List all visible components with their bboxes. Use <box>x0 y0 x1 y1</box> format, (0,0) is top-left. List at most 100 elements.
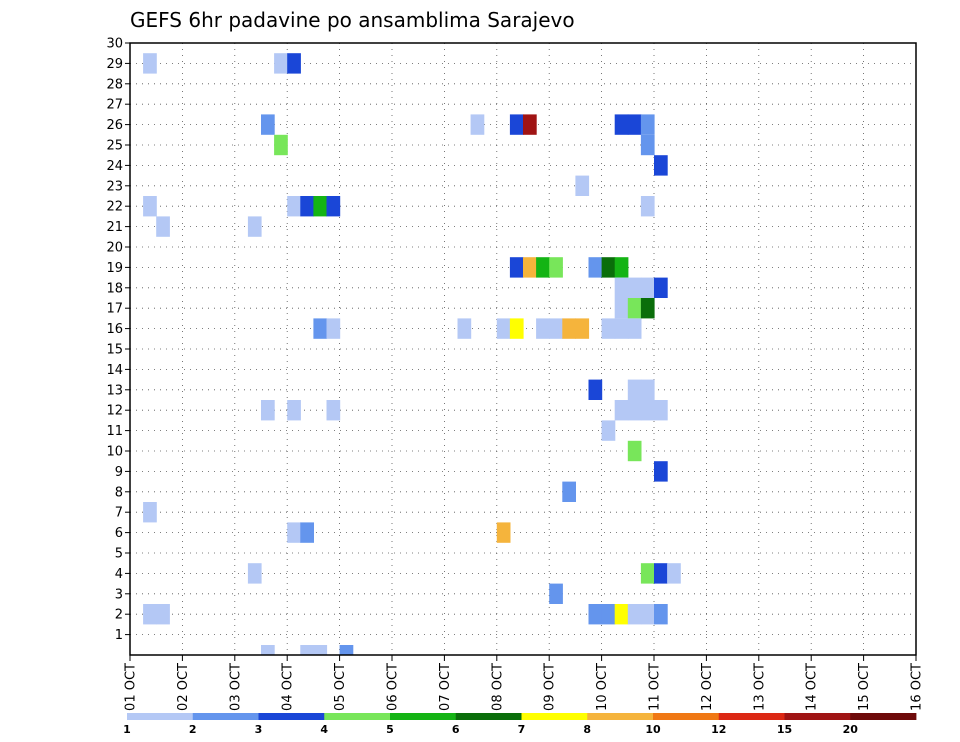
y-tick-label: 14 <box>106 363 123 378</box>
colorbar-swatch <box>653 713 720 720</box>
data-cell <box>536 257 550 278</box>
data-cell <box>654 277 668 298</box>
data-cell <box>601 604 616 625</box>
colorbar-label: 10 <box>645 723 661 736</box>
data-cell <box>247 563 262 584</box>
y-tick-label: 10 <box>106 445 123 460</box>
data-cell <box>640 196 655 217</box>
colorbar-swatch <box>850 713 917 720</box>
x-tick-label: 16 OCT <box>910 663 925 711</box>
colorbar-swatch <box>258 713 325 720</box>
x-tick-label: 11 OCT <box>648 663 663 711</box>
data-cell <box>313 318 328 339</box>
y-tick-label: 4 <box>115 567 123 582</box>
data-cell <box>614 114 629 135</box>
y-tick-label: 9 <box>115 465 123 480</box>
colorbar-label: 12 <box>711 723 726 736</box>
data-cell <box>654 604 668 625</box>
data-cell <box>640 400 655 421</box>
data-cell <box>156 604 170 625</box>
colorbar-swatch <box>587 713 654 720</box>
y-tick-label: 28 <box>106 77 123 92</box>
data-cell <box>261 400 275 421</box>
data-cell <box>313 645 328 655</box>
data-cell <box>562 318 576 339</box>
data-cell <box>588 379 603 400</box>
data-cell <box>588 257 603 278</box>
data-cell <box>261 114 275 135</box>
data-cell <box>654 461 668 482</box>
y-tick-label: 30 <box>106 37 123 52</box>
data-cell <box>287 196 301 217</box>
x-tick-label: 05 OCT <box>333 663 348 711</box>
data-cell <box>588 604 603 625</box>
data-cell <box>614 277 629 298</box>
data-cell <box>143 196 157 217</box>
data-cell <box>640 114 655 135</box>
data-cell <box>300 645 314 655</box>
data-cell <box>509 257 524 278</box>
grid-lines <box>130 43 916 655</box>
colorbar-swatch <box>521 713 588 720</box>
y-tick-label: 17 <box>106 302 123 317</box>
data-cell <box>536 318 550 339</box>
data-cell <box>627 379 642 400</box>
colorbar-swatch <box>127 713 194 720</box>
y-tick-label: 15 <box>106 343 123 358</box>
x-tick-label: 10 OCT <box>595 663 610 711</box>
x-tick-label: 01 OCT <box>124 663 139 711</box>
x-tick-label: 03 OCT <box>228 663 243 711</box>
colorbar-swatch <box>324 713 391 720</box>
y-tick-label: 26 <box>106 118 123 133</box>
data-cell <box>313 196 328 217</box>
data-cell <box>601 257 616 278</box>
y-tick-label: 6 <box>115 526 123 541</box>
data-cell <box>143 502 157 523</box>
data-cell <box>627 277 642 298</box>
data-cell <box>640 563 655 584</box>
colorbar-swatch <box>784 713 851 720</box>
data-cell <box>575 175 590 196</box>
y-tick-label: 16 <box>106 322 123 337</box>
y-axis-ticks: 1234567891011121314151617181920212223242… <box>106 37 130 643</box>
data-cell <box>654 400 668 421</box>
y-tick-label: 5 <box>115 547 123 562</box>
data-cell <box>261 645 275 655</box>
data-cell <box>496 318 511 339</box>
data-cell <box>470 114 485 135</box>
y-tick-label: 25 <box>106 139 123 154</box>
data-cell <box>601 318 616 339</box>
x-tick-label: 15 OCT <box>857 663 872 711</box>
data-cells <box>143 53 681 655</box>
x-tick-label: 14 OCT <box>805 663 820 711</box>
data-cell <box>287 53 301 74</box>
data-cell <box>640 379 655 400</box>
x-tick-label: 04 OCT <box>281 663 296 711</box>
colorbar-label: 2 <box>189 723 197 736</box>
data-cell <box>326 196 341 217</box>
y-tick-label: 12 <box>106 404 123 419</box>
data-cell <box>640 277 655 298</box>
y-tick-label: 8 <box>115 485 123 500</box>
data-cell <box>667 563 681 584</box>
data-cell <box>549 583 563 604</box>
data-cell <box>549 318 563 339</box>
data-cell <box>509 114 524 135</box>
y-tick-label: 22 <box>106 200 123 215</box>
y-tick-label: 20 <box>106 241 123 256</box>
data-cell <box>575 318 590 339</box>
x-tick-label: 09 OCT <box>543 663 558 711</box>
colorbar-label: 5 <box>386 723 394 736</box>
data-cell <box>457 318 472 339</box>
colorbar-label: 15 <box>777 723 792 736</box>
y-tick-label: 1 <box>115 628 123 643</box>
data-cell <box>300 196 314 217</box>
data-cell <box>523 114 537 135</box>
data-cell <box>326 400 341 421</box>
colorbar-label: 7 <box>518 723 526 736</box>
data-cell <box>143 604 157 625</box>
data-cell <box>627 298 642 319</box>
y-tick-label: 3 <box>115 587 123 602</box>
